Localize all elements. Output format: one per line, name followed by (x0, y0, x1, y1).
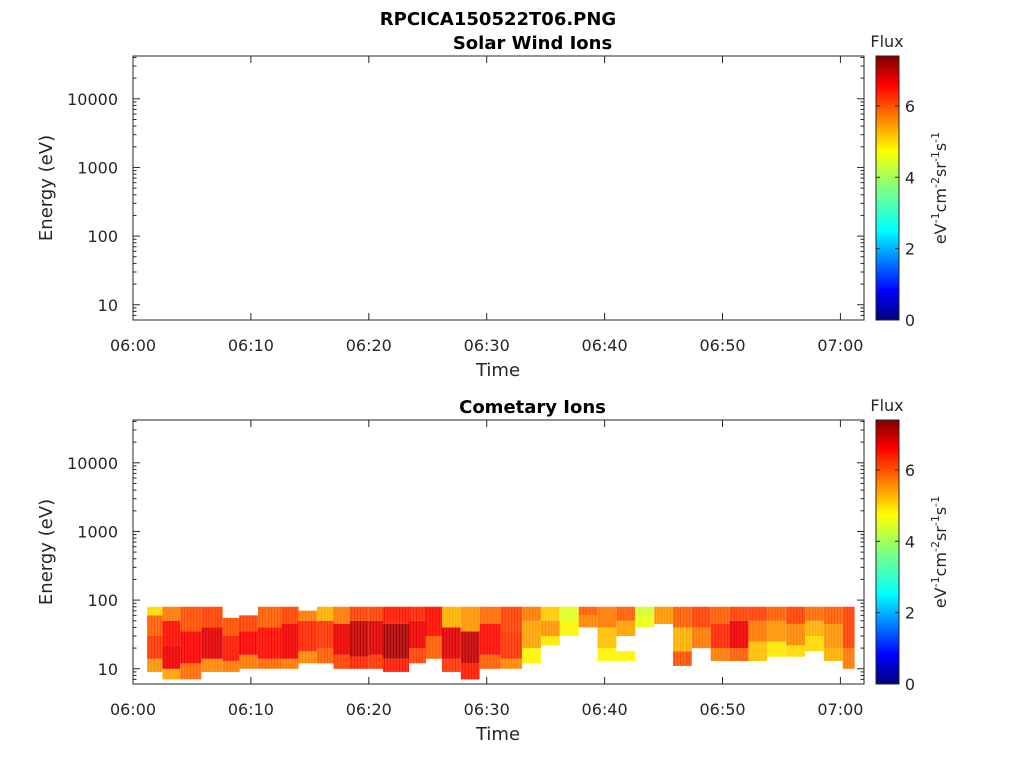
panel-title: Cometary Ions (459, 397, 606, 418)
x-tick-label: 06:50 (699, 336, 745, 355)
spectrogram-cell (540, 636, 560, 646)
spectrogram-cell (635, 606, 655, 616)
panel-solar-wind-ions: Solar Wind Ions 06:00 06:10 06:20 06:30 06:40… (36, 32, 950, 381)
y-tick-label: 100 (87, 227, 118, 246)
colorbar-tick-label: 2 (905, 240, 915, 259)
y-tick-label: 10000 (67, 90, 118, 109)
spectrogram-cell (333, 654, 350, 669)
x-tick-label: 06:40 (582, 336, 628, 355)
spectrogram-cell (298, 610, 317, 621)
x-tick-label: 06:20 (346, 700, 392, 719)
colorbar-title: Flux (870, 32, 903, 51)
colorbar-gradient (875, 55, 900, 321)
x-tick-label: 06:10 (228, 336, 274, 355)
y-axis-label: Energy (eV) (36, 135, 57, 241)
colorbar-tick-label: 2 (905, 604, 915, 623)
spectrogram-cells (147, 606, 855, 680)
x-tick-label: 07:00 (817, 700, 863, 719)
x-tick-label: 07:00 (817, 336, 863, 355)
y-tick-label: 1000 (77, 158, 118, 177)
spectrogram-cell (408, 606, 426, 621)
spectrogram-cell (408, 620, 426, 649)
spectrogram-cell (162, 620, 181, 646)
x-tick-label: 06:00 (110, 700, 156, 719)
figure-filename: RPCICA150522T06.PNG (380, 9, 616, 30)
spectrogram-cell (333, 606, 350, 624)
x-axis-label: Time (475, 724, 520, 745)
spectrogram-cell (257, 606, 282, 628)
spectrogram-cell (162, 606, 181, 621)
x-tick-label: 06:00 (110, 336, 156, 355)
spectrogram-cell (257, 627, 282, 659)
axes-box (132, 55, 865, 321)
y-tick-label: 10 (98, 660, 118, 679)
colorbar: 0 2 4 6 Flux eV-1cm-2sr-1s-1 (870, 32, 950, 330)
x-tick-label: 06:30 (464, 336, 510, 355)
x-tick-label: 06:20 (346, 336, 392, 355)
spectrogram-cell (578, 606, 598, 616)
panel-title: Solar Wind Ions (453, 33, 612, 54)
spectrogram-cell (222, 617, 240, 637)
colorbar-tick-label: 4 (905, 532, 915, 551)
spectrogram-cell (316, 620, 334, 649)
spectrogram-cell (333, 623, 350, 655)
spectrogram-cell (281, 606, 299, 624)
spectrogram-cell (425, 606, 442, 637)
spectrogram-cell (222, 660, 240, 672)
spectrogram-cell (786, 645, 806, 657)
spectrogram-cell (257, 658, 282, 669)
colorbar-units: eV-1cm-2sr-1s-1 (929, 496, 950, 608)
colorbar-gradient (875, 419, 900, 685)
spectrogram-cell (425, 636, 442, 659)
spectrogram-cell (162, 645, 181, 669)
colorbar-tick-label: 4 (905, 168, 915, 187)
x-axis-label: Time (475, 360, 520, 381)
x-tick-label: 06:10 (228, 700, 274, 719)
colorbar-tick-label: 0 (905, 675, 915, 694)
colorbar-title: Flux (870, 396, 903, 415)
colorbar-tick-label: 6 (905, 461, 915, 480)
y-tick-label: 10 (98, 296, 118, 315)
y-tick-label: 100 (87, 591, 118, 610)
spectrogram-cell (281, 658, 299, 669)
spectrogram-cell (408, 648, 426, 664)
colorbar-tick-label: 0 (905, 311, 915, 330)
colorbar: 0 2 4 6 Flux eV-1cm-2sr-1s-1 (870, 396, 950, 694)
x-tick-label: 06:30 (464, 700, 510, 719)
spectrogram-cell (281, 623, 299, 659)
spectrogram-cell (842, 606, 855, 649)
y-tick-label: 1000 (77, 522, 118, 541)
y-tick-label: 10000 (67, 454, 118, 473)
spectrogram-cell (162, 668, 181, 680)
spectrogram-cell (222, 636, 240, 661)
colorbar-tick-label: 6 (905, 97, 915, 116)
x-tick-label: 06:40 (582, 700, 628, 719)
colorbar-units: eV-1cm-2sr-1s-1 (929, 132, 950, 244)
spectrogram-cell (842, 648, 855, 669)
y-axis-label: Energy (eV) (36, 499, 57, 605)
spectrogram-cell (316, 606, 334, 621)
spectrogram-cell (316, 648, 334, 664)
x-tick-label: 06:50 (699, 700, 745, 719)
spectrogram-cell (616, 651, 636, 661)
